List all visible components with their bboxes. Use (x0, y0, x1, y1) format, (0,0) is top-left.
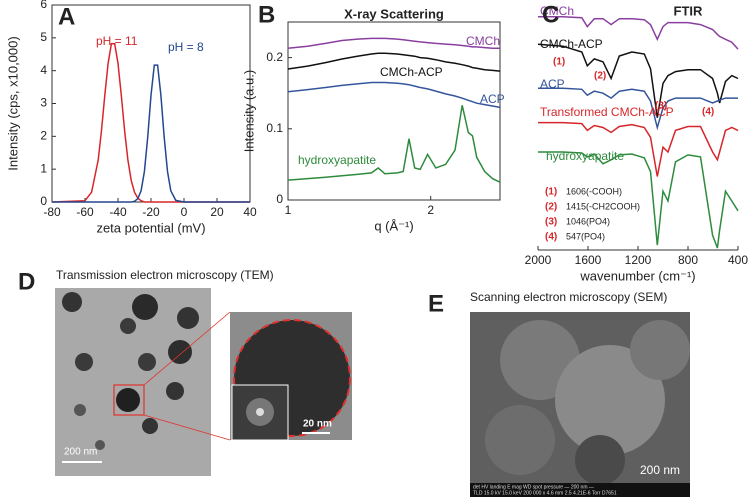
series-line (538, 121, 739, 177)
sem-image (470, 312, 690, 497)
series-line (52, 64, 250, 203)
panel-letter: A (58, 3, 75, 30)
x-tick-label: -40 (109, 205, 127, 219)
series-label: ACP (540, 77, 565, 91)
series-label: hydroxyapatite (298, 153, 376, 167)
peak-key-marker: (4) (545, 232, 557, 243)
y-tick-label: 5 (40, 30, 47, 44)
peak-key-marker: (3) (545, 217, 557, 228)
series-line (51, 42, 250, 203)
sem-info: TLD 15.0 kV 15.0 keV 200 000 x 4.6 mm 2.… (473, 490, 617, 496)
tem-inset (230, 312, 352, 441)
series-line (287, 81, 501, 109)
panel-letter: E (428, 290, 444, 317)
peak-key-text: 547(PO4) (566, 231, 605, 241)
series-line (537, 43, 739, 118)
y-axis-label: Intensity (cps, x10,000) (5, 36, 20, 170)
x-tick-label: 1200 (625, 253, 652, 267)
series-line (538, 16, 739, 50)
series-label: CMCh-ACP (540, 37, 603, 51)
peak-marker: (3) (655, 101, 667, 112)
peak-marker: (1) (553, 57, 565, 68)
series-line (287, 52, 501, 72)
panel-title: Transmission electron microscopy (TEM) (56, 268, 274, 282)
x-tick-label: -20 (142, 205, 160, 219)
x-tick-label: 20 (210, 205, 224, 219)
sem-info: det HV landing E mag WD spot pressure — … (473, 484, 594, 490)
y-tick-label: 0 (40, 194, 47, 208)
x-tick-label: 1600 (575, 253, 602, 267)
x-tick-label: 0 (181, 205, 188, 219)
x-tick-label: 1 (285, 203, 292, 217)
series-label: pH = 8 (168, 40, 204, 54)
panel-title: Scanning electron microscopy (SEM) (470, 290, 667, 304)
series-label: CMCh-ACP (380, 65, 443, 79)
plot-frame (287, 21, 501, 201)
x-tick-label: 40 (243, 205, 257, 219)
x-tick-label: 400 (728, 253, 748, 267)
series-label: CMCh (466, 34, 500, 48)
series-label: pH = 11 (96, 34, 138, 48)
x-tick-label: -80 (43, 205, 61, 219)
x-axis-label: wavenumber (cm⁻¹) (579, 268, 695, 283)
y-tick-label: 1 (40, 161, 47, 175)
x-tick-label: 800 (678, 253, 698, 267)
peak-marker: (4) (702, 107, 714, 118)
chart-title: X-ray Scattering (344, 6, 444, 21)
peak-key-text: 1046(PO4) (566, 216, 610, 226)
scale-label: 20 nm (303, 419, 332, 430)
peak-key-text: 1415(-CH2COOH) (566, 201, 640, 211)
y-tick-label: 2 (40, 129, 47, 143)
peak-key-marker: (2) (545, 202, 557, 213)
series-line (287, 105, 501, 183)
y-tick-label: 4 (40, 63, 47, 77)
x-axis-label: zeta potential (mV) (96, 220, 205, 235)
series-line (538, 87, 738, 131)
series-label: Transformed CMCh-ACP (540, 105, 674, 119)
peak-marker: (2) (594, 71, 606, 82)
panel-letter: D (18, 268, 35, 295)
scale-label: 200 nm (640, 463, 680, 477)
series-label: ACP (480, 92, 505, 106)
panel-letter: B (258, 1, 275, 28)
x-axis-label: q (Å⁻¹) (374, 218, 413, 233)
tem-image (55, 288, 231, 476)
y-axis-label: Intensity (a.u.) (241, 70, 256, 152)
chart-title: FTIR (674, 3, 703, 18)
scale-label: 200 nm (64, 447, 97, 458)
x-tick-label: 2000 (525, 253, 552, 267)
series-label: hydroxyapatite (546, 149, 624, 163)
y-tick-label: 0.1 (266, 121, 283, 135)
panel-letter: C (542, 1, 559, 28)
peak-key-text: 1606(-COOH) (566, 186, 622, 196)
y-tick-label: 0 (276, 192, 283, 206)
peak-key-marker: (1) (545, 187, 557, 198)
series-line (538, 151, 739, 249)
y-tick-label: 0.2 (266, 50, 283, 64)
series-label: CMCh (540, 4, 574, 18)
x-tick-label: -60 (76, 205, 94, 219)
series-line (287, 37, 500, 50)
y-tick-label: 3 (40, 96, 47, 110)
y-tick-label: 6 (40, 0, 47, 11)
x-tick-label: 2 (427, 203, 434, 217)
